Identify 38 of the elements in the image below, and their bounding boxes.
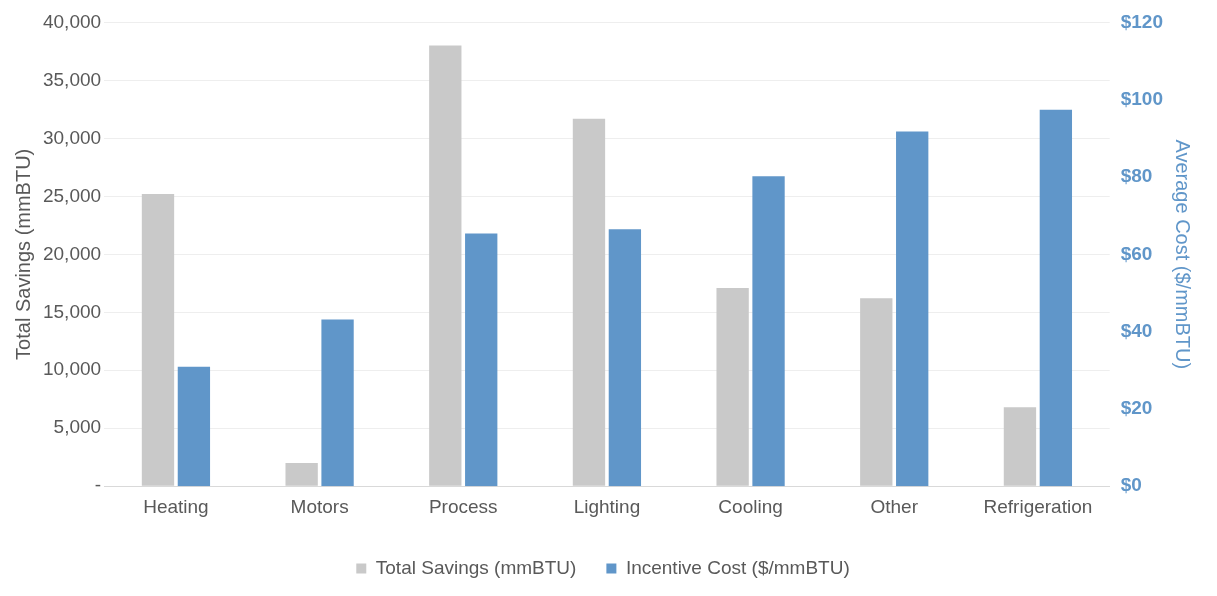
y2-tick-label: $60 <box>1120 242 1153 264</box>
bar <box>429 45 462 486</box>
legend-label: Total Savings (mmBTU) <box>375 556 577 578</box>
x-tick-label: Motors <box>290 495 349 517</box>
x-tick-label: Lighting <box>573 495 641 517</box>
bar <box>896 131 929 487</box>
x-tick-label: Other <box>870 495 919 517</box>
y-tick-label: 15,000 <box>42 300 102 322</box>
bar <box>465 233 498 487</box>
bar <box>285 463 318 486</box>
y2-tick-label: $120 <box>1120 10 1164 32</box>
x-tick-label: Process <box>428 495 498 517</box>
bar <box>1039 109 1073 487</box>
bar <box>752 176 785 487</box>
y-tick-label: - <box>94 474 102 496</box>
y-tick-label: 40,000 <box>42 10 102 32</box>
y2-tick-label: $20 <box>1120 397 1153 419</box>
bar <box>141 194 175 486</box>
y-axis-title: Total Savings (mmBTU) <box>11 148 34 360</box>
y-tick-label: 20,000 <box>42 242 102 264</box>
y2-axis-title: Average Cost ($/mmBTU) <box>1172 139 1195 370</box>
bar <box>1003 407 1037 486</box>
x-tick-label: Heating <box>143 495 209 517</box>
x-tick-label: Refrigeration <box>983 495 1093 517</box>
bar <box>321 319 354 487</box>
y2-tick-label: $80 <box>1120 165 1153 187</box>
y2-tick-label: $100 <box>1120 87 1164 109</box>
legend-label: Incentive Cost ($/mmBTU) <box>625 556 850 578</box>
y-tick-label: 10,000 <box>42 358 102 380</box>
x-tick-label: Cooling <box>718 495 783 517</box>
y-tick-label: 35,000 <box>42 68 102 90</box>
y-tick-label: 5,000 <box>53 416 102 438</box>
y2-tick-label: $40 <box>1120 319 1153 341</box>
bar <box>860 298 893 486</box>
bar <box>716 287 749 486</box>
y-tick-label: 25,000 <box>42 184 102 206</box>
y2-tick-label: $0 <box>1120 474 1142 496</box>
y-tick-label: 30,000 <box>42 126 102 148</box>
